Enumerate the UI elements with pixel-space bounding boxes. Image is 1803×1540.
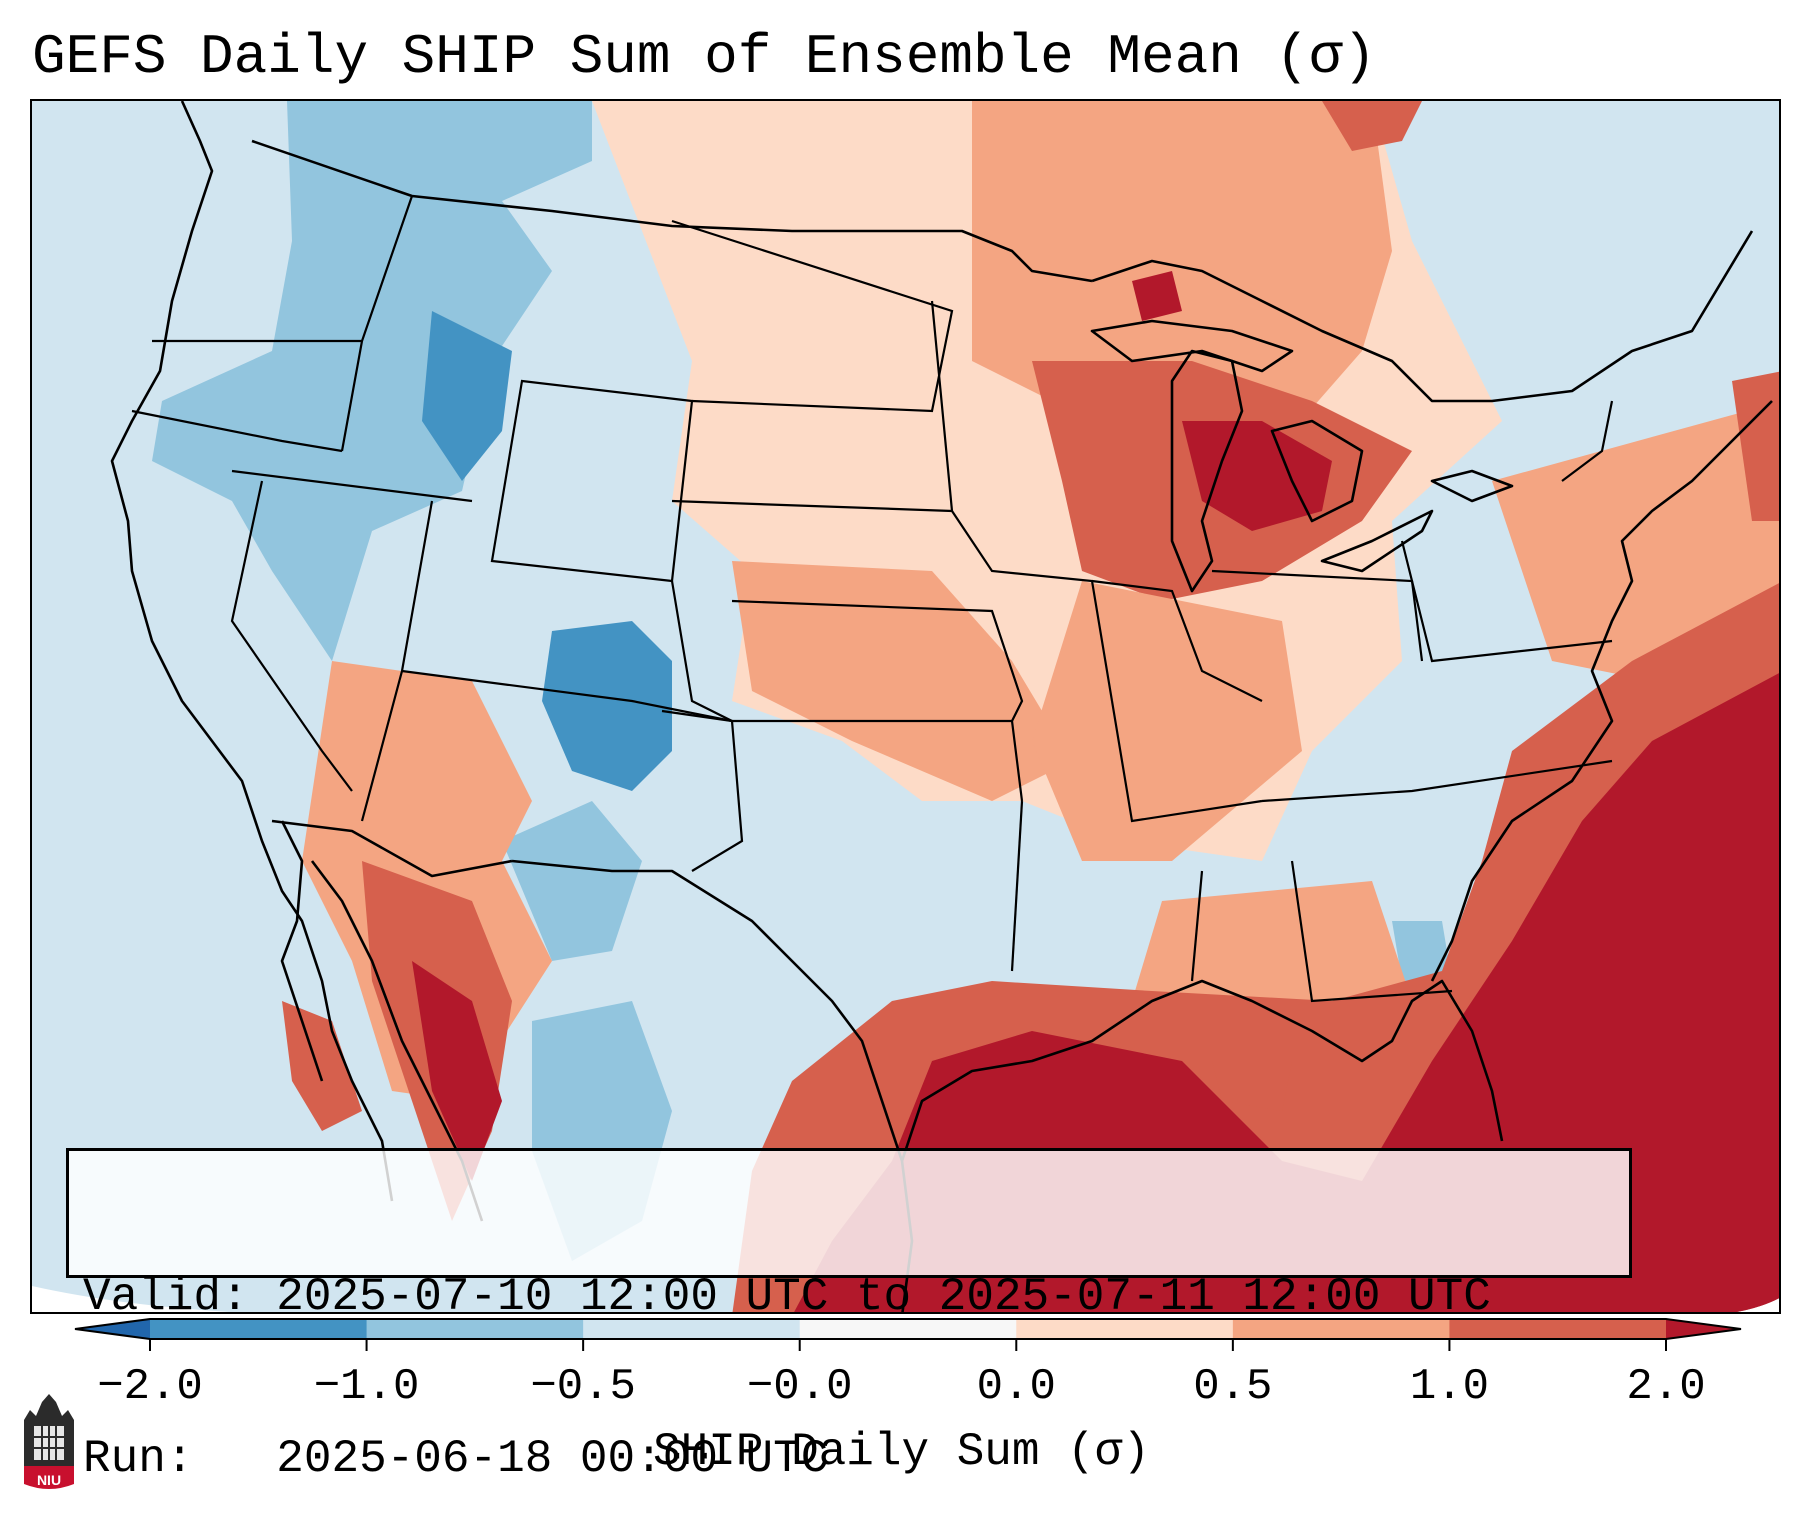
valid-run-info-box: Valid: 2025-07-10 12:00 UTC to 2025-07-1… <box>66 1148 1632 1485</box>
max-region-michigan <box>1182 421 1332 531</box>
lake-huron-outline <box>1270 419 1364 523</box>
run-time-line: Run: 2025-06-18 00:00 UTC <box>83 1432 1629 1486</box>
logo-text: NIU <box>37 1472 61 1488</box>
state-border-nm-tx <box>670 580 744 872</box>
pacific-coastline <box>110 101 394 1202</box>
red-region-plains <box>732 561 1072 801</box>
red-region-atlantic-north <box>1492 401 1779 681</box>
state-border-nv-id <box>231 469 473 503</box>
blue-core-colorado <box>542 621 672 791</box>
red-region-ohio-valley <box>1032 581 1302 861</box>
state-border-nv-ca <box>230 480 353 792</box>
red-patch-hudson <box>1322 101 1422 151</box>
state-border-or-ca <box>131 409 343 453</box>
state-border-ms-al <box>1190 870 1204 982</box>
colorbar-tick-label: 0.5 <box>1193 1362 1273 1412</box>
blue-core-idaho <box>422 311 512 481</box>
us-canada-border-west <box>251 139 1093 283</box>
red-region-baja <box>282 1001 362 1131</box>
atlantic-coastline <box>1430 400 1773 982</box>
us-canada-border-east <box>1091 230 1754 403</box>
gulf-coastline <box>900 979 1504 1162</box>
chart-title: GEFS Daily SHIP Sum of Ensemble Mean (σ) <box>32 25 1377 89</box>
state-border-al-ga-fl <box>1290 860 1453 1003</box>
lake-superior-outline <box>1090 319 1294 373</box>
run-time-value: 2025-06-18 00:00 UTC <box>276 1433 829 1485</box>
colorbar-over-extension <box>1666 1319 1741 1339</box>
valid-label: Valid: <box>83 1271 249 1323</box>
ship-anomaly-map <box>32 101 1779 1312</box>
max-patch-ontario <box>1132 271 1182 321</box>
colorbar-tick-label: 0.0 <box>976 1362 1056 1412</box>
dark-red-patch-gulf <box>1212 1061 1292 1111</box>
state-border-new-england <box>1561 400 1614 482</box>
state-border-mo-ar <box>1110 700 1263 823</box>
shaded-field <box>32 101 1779 1312</box>
state-border-ar-la <box>1010 800 1024 972</box>
colorbar-tick-label: 2.0 <box>1626 1362 1706 1412</box>
state-border-az-ut <box>401 669 733 723</box>
max-region-sonora <box>412 961 502 1181</box>
baja-coast <box>280 820 324 1082</box>
lake-ontario-outline <box>1430 469 1514 503</box>
state-border-va-md <box>1400 540 1613 663</box>
dark-red-patch-atlantic <box>1732 371 1779 521</box>
lake-erie-outline <box>1320 509 1434 573</box>
red-region-southeast <box>1132 881 1412 1031</box>
run-label: Run: <box>83 1433 194 1485</box>
niu-logo: NIU <box>24 1394 74 1489</box>
state-border-montana-dakota <box>671 219 954 413</box>
geographic-outlines <box>110 101 1773 1312</box>
colorbar-tick-label: −1.0 <box>313 1362 420 1412</box>
blue-region-northwest <box>152 101 592 661</box>
blue-region-four-corners <box>502 801 642 961</box>
colorbar-tick-label: −0.0 <box>746 1362 853 1412</box>
state-border-ne-ia <box>671 499 1114 702</box>
state-border-mn-dakota <box>930 300 954 512</box>
state-border-ok-ks <box>661 709 1024 802</box>
us-mexico-border-west <box>271 819 513 878</box>
state-borders <box>131 195 1614 1003</box>
state-border-il-in <box>1091 579 1263 702</box>
logo-shield <box>24 1466 74 1489</box>
logo-window-grid <box>34 1426 64 1460</box>
state-border-ks-ne <box>731 599 1024 722</box>
colorbar-tick-label: −0.5 <box>530 1362 636 1412</box>
colorbar-tick-label: 1.0 <box>1409 1362 1490 1412</box>
state-border-tn-nc <box>1261 759 1613 803</box>
valid-time-line: Valid: 2025-07-10 12:00 UTC to 2025-07-1… <box>83 1270 1629 1324</box>
state-border-id-west <box>340 195 414 452</box>
valid-time-value: 2025-07-10 12:00 UTC to 2025-07-11 12:00… <box>276 1271 1491 1323</box>
colorbar-label: SHIP Daily Sum (σ) <box>653 1426 1150 1478</box>
map-panel <box>30 99 1781 1314</box>
colorbar-tick-label: −2.0 <box>97 1362 203 1412</box>
